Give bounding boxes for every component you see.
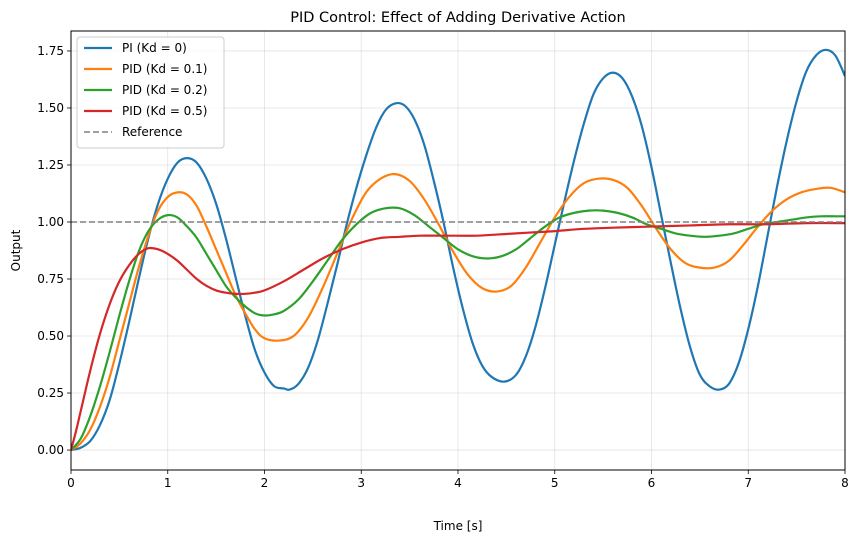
legend-label: Reference (122, 125, 182, 139)
series-lines (71, 48, 845, 452)
series-line-3 (71, 221, 845, 451)
x-tick-label: 5 (551, 476, 559, 490)
y-tick-label: 1.50 (37, 101, 64, 115)
x-tick-label: 6 (648, 476, 656, 490)
y-tick-label: 0.50 (37, 329, 64, 343)
x-tick-label: 3 (357, 476, 365, 490)
y-tick-label: 0.00 (37, 443, 64, 457)
series-line-1 (71, 172, 845, 451)
x-tick-label: 8 (841, 476, 849, 490)
legend-label: PID (Kd = 0.5) (122, 104, 207, 118)
legend: PI (Kd = 0) PID (Kd = 0.1) PID (Kd = 0.2) P… (76, 36, 225, 149)
x-tick-label: 4 (454, 476, 462, 490)
x-axis-label: Time [s] (433, 519, 483, 533)
y-axis-label: Output (9, 229, 23, 271)
plot-frame (70, 30, 846, 471)
axes: 0 1 2 3 4 5 6 7 8 0.00 0.25 0.50 0.75 1.00 1.25 1.50 1.7… (37, 44, 849, 490)
chart-title: PID Control: Effect of Adding Derivative… (290, 10, 626, 26)
y-tick-label: 1.00 (37, 215, 64, 229)
x-tick-label: 2 (261, 476, 269, 490)
series-line-0 (71, 48, 845, 452)
y-tick-label: 1.25 (37, 158, 64, 172)
y-tick-label: 1.75 (37, 44, 64, 58)
legend-label: PID (Kd = 0.1) (122, 62, 207, 76)
x-tick-label: 1 (164, 476, 172, 490)
x-tick-label: 7 (744, 476, 752, 490)
series-line-2 (71, 206, 845, 451)
legend-label: PID (Kd = 0.2) (122, 83, 207, 97)
legend-label: PI (Kd = 0) (122, 41, 187, 55)
x-tick-label: 0 (67, 476, 75, 490)
y-tick-label: 0.25 (37, 386, 64, 400)
y-tick-label: 0.75 (37, 272, 64, 286)
legend-box (76, 36, 225, 149)
